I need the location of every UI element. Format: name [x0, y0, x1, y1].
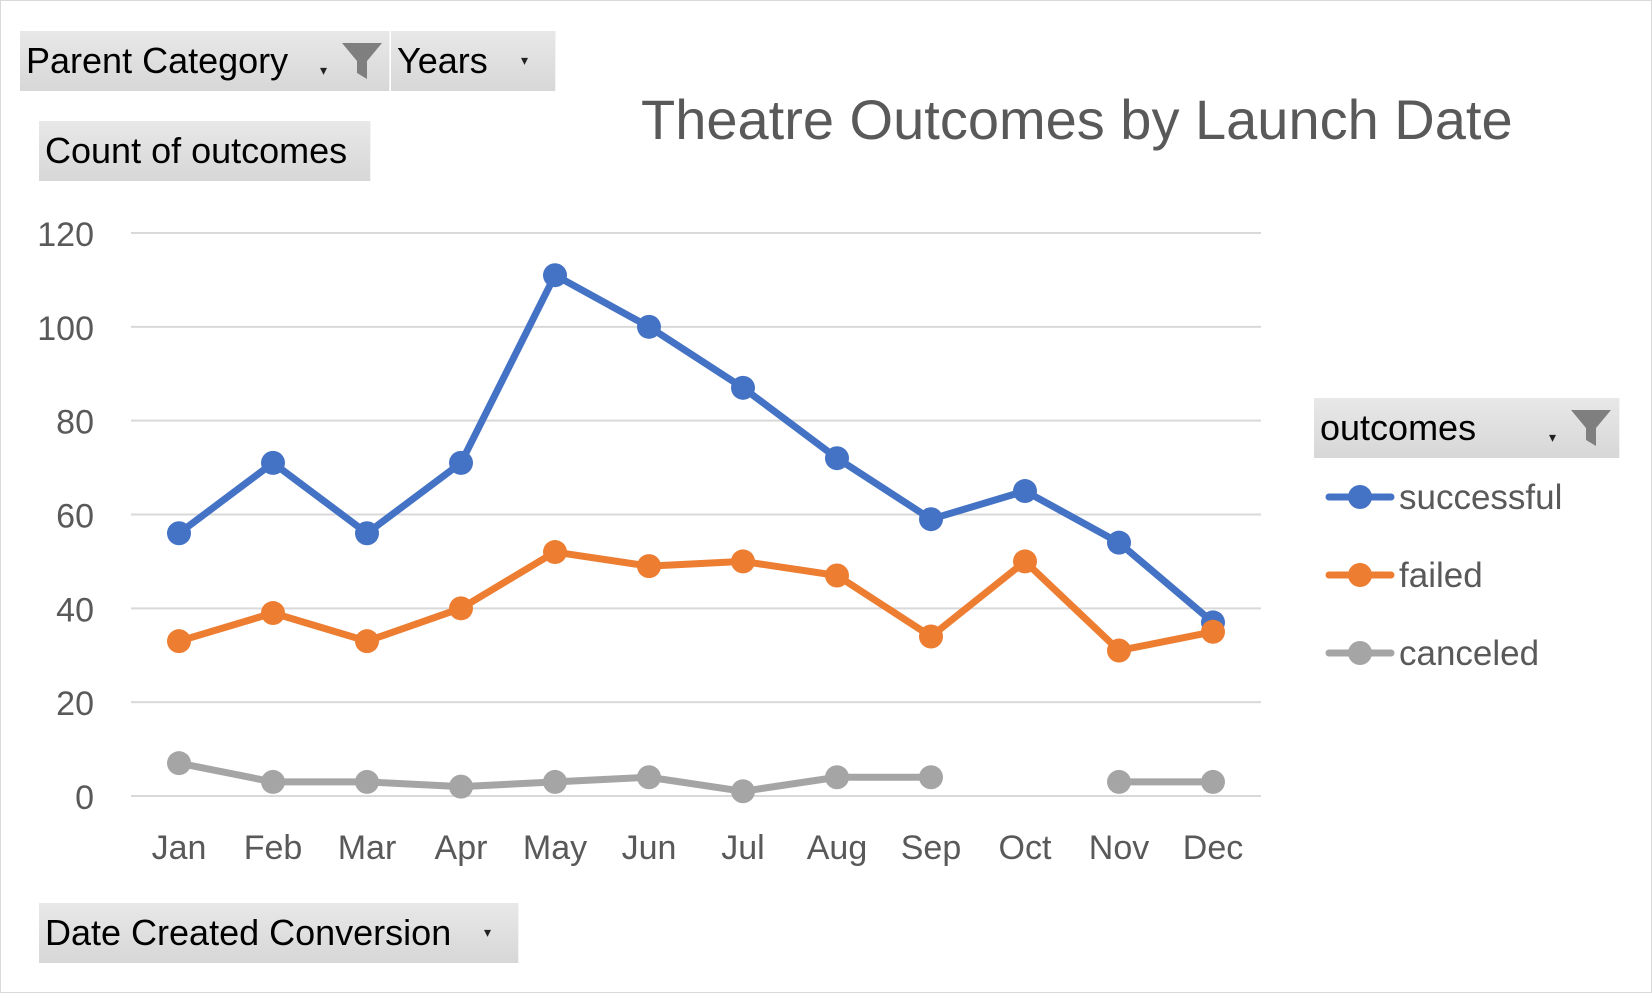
legend-item-successful[interactable]: successful: [1325, 478, 1562, 517]
data-point-failed: [637, 554, 661, 579]
filter-funnel-icon[interactable]: [1569, 406, 1613, 450]
years-filter-button[interactable]: Years ▾: [391, 31, 556, 91]
chevron-down-icon[interactable]: ▾: [1549, 429, 1557, 445]
chart-title: Theatre Outcomes by Launch Date: [641, 88, 1513, 151]
x-tick-label: May: [523, 829, 587, 867]
data-point-canceled: [1107, 769, 1131, 794]
gridlines: [131, 232, 1261, 797]
data-point-failed: [919, 624, 943, 649]
x-tick-label: Feb: [244, 829, 303, 867]
x-tick-label: Aug: [807, 829, 868, 867]
data-point-failed: [543, 540, 567, 565]
y-tick-label: 120: [37, 216, 94, 254]
chevron-down-icon[interactable]: ▾: [521, 52, 529, 68]
series-line-failed: [175, 548, 1217, 655]
x-tick-label: Dec: [1183, 829, 1243, 867]
x-tick-label: Sep: [901, 829, 962, 867]
data-point-successful: [355, 521, 379, 546]
series-failed: [167, 540, 1225, 663]
filter-funnel-icon[interactable]: [340, 39, 384, 83]
data-point-canceled: [167, 751, 191, 776]
legend-label: failed: [1399, 556, 1483, 595]
data-point-canceled: [355, 769, 379, 794]
y-tick-label: 0: [75, 779, 94, 817]
data-point-successful: [543, 263, 567, 288]
legend-field-label: outcomes: [1320, 407, 1477, 448]
y-tick-label: 40: [56, 591, 94, 629]
data-point-successful: [731, 375, 755, 400]
data-point-failed: [731, 549, 755, 574]
y-axis-ticks: 0 20 40 60 80 100 120: [37, 216, 94, 817]
x-tick-label: Apr: [435, 829, 488, 867]
count-of-outcomes-field-button[interactable]: Count of outcomes: [39, 121, 371, 181]
data-point-failed: [261, 601, 285, 626]
x-tick-label: Oct: [999, 829, 1052, 867]
legend-label: canceled: [1399, 634, 1539, 673]
data-point-successful: [1107, 530, 1131, 555]
data-point-successful: [261, 450, 285, 475]
data-point-canceled: [825, 765, 849, 790]
data-point-canceled: [261, 769, 285, 794]
parent-category-filter-button[interactable]: Parent Category ▾: [20, 31, 390, 91]
data-point-canceled: [919, 765, 943, 790]
data-point-failed: [1201, 619, 1225, 644]
outcomes-legend-field-button[interactable]: outcomes ▾: [1314, 398, 1620, 458]
data-point-successful: [637, 314, 661, 339]
legend-swatch-marker: [1348, 563, 1372, 587]
data-point-successful: [919, 507, 943, 532]
data-point-successful: [167, 521, 191, 546]
legend-label: successful: [1399, 478, 1562, 517]
data-point-successful: [1013, 479, 1037, 504]
x-tick-label: Jun: [622, 829, 677, 867]
legend-swatch-marker: [1348, 641, 1372, 665]
series-lines: [167, 263, 1225, 804]
data-point-failed: [449, 596, 473, 621]
data-point-canceled: [637, 765, 661, 790]
series-canceled: [167, 751, 1225, 804]
data-point-canceled: [449, 774, 473, 799]
legend-item-canceled[interactable]: canceled: [1325, 634, 1539, 673]
x-tick-label: Nov: [1089, 829, 1149, 867]
data-point-failed: [1107, 638, 1131, 663]
y-tick-label: 20: [56, 685, 94, 723]
data-point-canceled: [731, 779, 755, 804]
data-point-successful: [825, 446, 849, 471]
data-point-canceled: [543, 769, 567, 794]
series-line-successful: [175, 271, 1217, 626]
values-field-label: Count of outcomes: [45, 130, 348, 171]
data-point-canceled: [1201, 769, 1225, 794]
legend-swatch-marker: [1348, 485, 1372, 509]
y-tick-label: 100: [37, 310, 94, 348]
data-point-failed: [167, 629, 191, 654]
data-point-successful: [449, 450, 473, 475]
x-tick-label: Jul: [721, 829, 764, 867]
data-point-failed: [1013, 549, 1037, 574]
series-successful: [167, 263, 1225, 635]
legend-item-failed[interactable]: failed: [1325, 556, 1483, 595]
y-tick-label: 60: [56, 498, 94, 536]
x-tick-label: Mar: [338, 829, 397, 867]
x-axis-ticks: Jan Feb Mar Apr May Jun Jul Aug Sep Oct Nov Dec: [152, 829, 1244, 867]
parent-category-label: Parent Category: [26, 40, 289, 81]
data-point-failed: [355, 629, 379, 654]
y-tick-label: 80: [56, 404, 94, 442]
data-point-failed: [825, 563, 849, 588]
chevron-down-icon[interactable]: ▾: [320, 62, 328, 78]
legend: successful failed canceled: [1325, 478, 1562, 673]
date-created-conversion-field-button[interactable]: Date Created Conversion ▾: [39, 903, 519, 963]
chevron-down-icon[interactable]: ▾: [484, 924, 492, 940]
years-label: Years: [397, 40, 488, 81]
axis-field-label: Date Created Conversion: [45, 912, 452, 953]
x-tick-label: Jan: [152, 829, 207, 867]
